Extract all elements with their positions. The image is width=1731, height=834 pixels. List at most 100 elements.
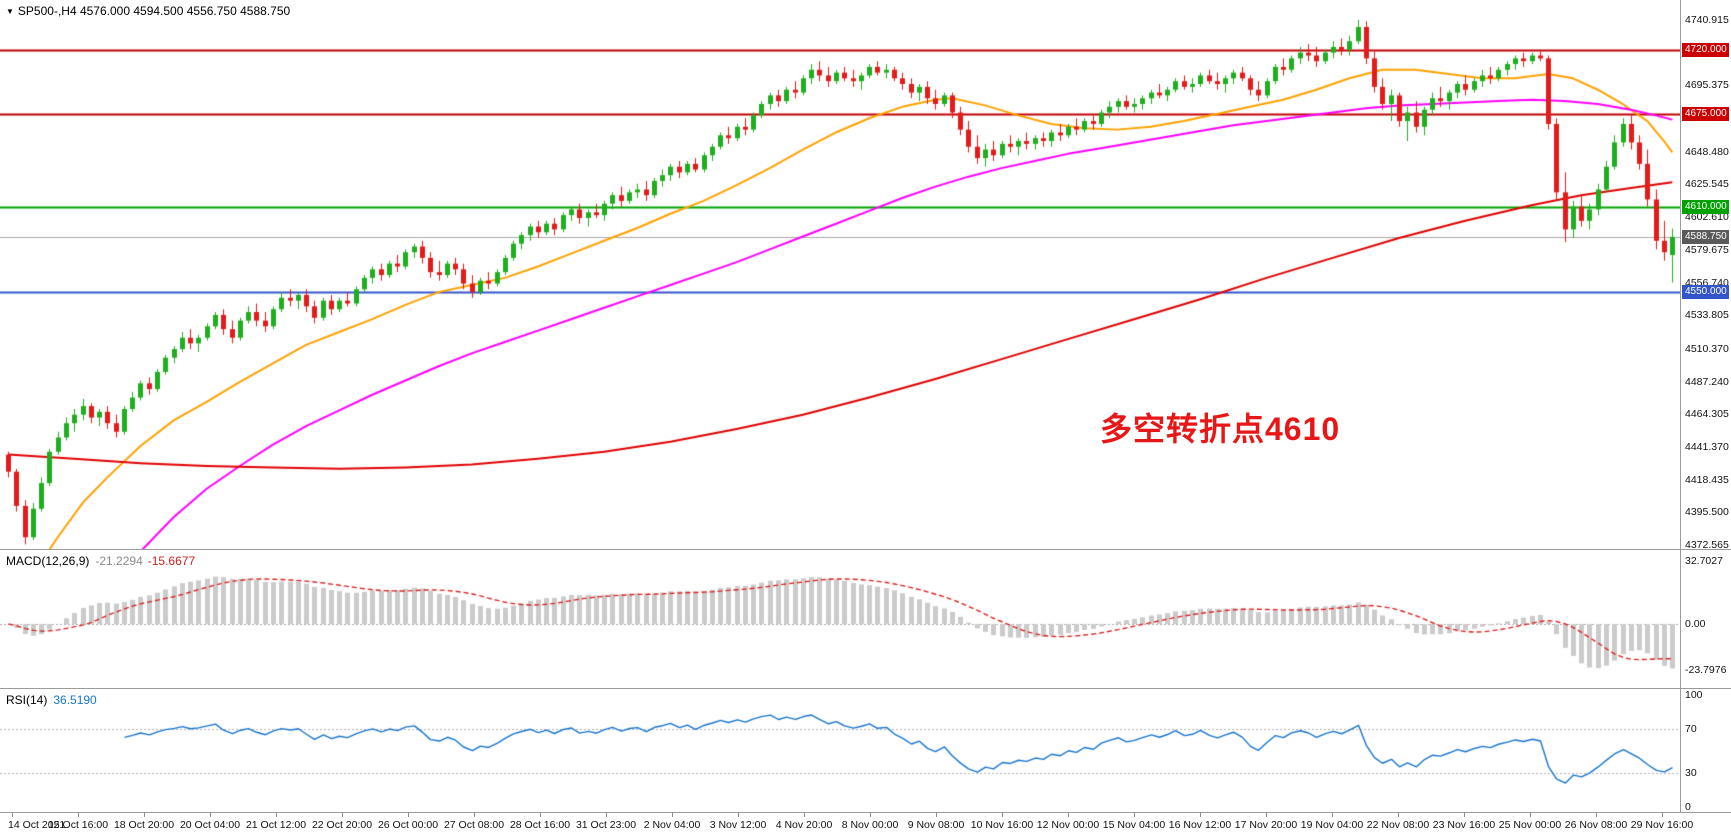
time-axis-label: 19 Nov 04:00 [1300,819,1364,831]
time-axis-label: 3 Nov 12:00 [709,819,767,831]
price-axis-label: 4695.375 [1685,78,1729,91]
time-axis-tick [1530,813,1531,817]
time-axis-tick [1002,813,1003,817]
price-tag-4588.750: 4588.750 [1682,229,1729,244]
macd-axis-label: 32.7027 [1685,554,1723,567]
chart-title: ▼ SP500-,H4 4576.000 4594.500 4556.750 45… [6,4,290,18]
time-axis-label: 14 Oct 2021 [8,819,66,831]
price-axis-label: 4395.500 [1685,506,1729,519]
time-axis-tick [540,813,541,817]
main-chart-panel: ▼ SP500-,H4 4576.000 4594.500 4556.750 45… [0,0,1731,551]
price-axis-label: 4579.675 [1685,243,1729,256]
macd-axis-label: -23.7976 [1685,664,1727,677]
time-axis-tick [936,813,937,817]
time-axis-label: 21 Oct 12:00 [245,819,307,831]
time-axis-label: 31 Oct 23:00 [575,819,637,831]
time-axis-tick [606,813,607,817]
price-axis-label: 4372.565 [1685,539,1729,551]
time-axis-tick [1134,813,1135,817]
price-axis-label: 4533.805 [1685,309,1729,322]
time-axis-tick [870,813,871,817]
time-axis-label: 16 Nov 12:00 [1168,819,1232,831]
price-axis-label: 4625.545 [1685,178,1729,191]
price-axis[interactable]: 4740.9154695.3754672.1104648.4804625.545… [1680,0,1731,551]
time-axis-label: 23 Nov 16:00 [1432,819,1496,831]
price-axis-label: 4418.435 [1685,473,1729,486]
macd-canvas[interactable] [0,550,1680,688]
time-axis-label: 28 Oct 16:00 [509,819,571,831]
macd-main-value: -21.2294 [95,554,143,568]
price-axis-label: 4602.610 [1685,211,1729,224]
macd-axis-label: 0.00 [1685,618,1706,630]
price-tag-4550.000: 4550.000 [1682,285,1729,300]
price-tag-4720.000: 4720.000 [1682,42,1729,57]
price-axis-label: 4740.915 [1685,14,1729,26]
price-tag-4610.000: 4610.000 [1682,199,1729,214]
price-axis-label: 4487.240 [1685,375,1729,388]
time-axis-tick [276,813,277,817]
time-axis-tick [1596,813,1597,817]
time-axis-label: 25 Nov 00:00 [1498,819,1562,831]
macd-axis[interactable]: 32.7027 0.00 -23.7976 [1680,550,1731,688]
time-axis-label: 12 Nov 00:00 [1036,819,1100,831]
macd-signal-value: -15.6677 [147,554,196,568]
price-axis-label: 4464.305 [1685,408,1729,421]
price-axis-label: 4441.370 [1685,440,1729,453]
rsi-axis-label: 100 [1685,689,1703,701]
symbol-icon: ▼ [6,7,14,16]
rsi-axis-label: 70 [1685,722,1697,735]
time-axis-tick [78,813,79,817]
macd-name: MACD(12,26,9) [6,554,90,568]
time-axis-tick [1068,813,1069,817]
chart-title-text: SP500-,H4 4576.000 4594.500 4556.750 458… [17,4,291,18]
rsi-label: RSI(14) 36.5190 [6,693,97,707]
rsi-axis-label: 30 [1685,767,1697,780]
time-axis-label: 9 Nov 08:00 [907,819,965,831]
time-axis-tick [342,813,343,817]
time-axis-label: 22 Nov 08:00 [1366,819,1430,831]
time-axis-label: 10 Nov 16:00 [970,819,1034,831]
time-axis-label: 2 Nov 04:00 [643,819,701,831]
time-axis-tick [408,813,409,817]
time-axis-tick [738,813,739,817]
time-axis-label: 27 Oct 08:00 [443,819,505,831]
time-axis-label: 15 Oct 16:00 [47,819,109,831]
turning-point-annotation: 多空转折点4610 [1100,411,1341,447]
time-axis-tick [1266,813,1267,817]
macd-label: MACD(12,26,9) -21.2294 -15.6677 [6,554,195,568]
time-axis-tick [474,813,475,817]
time-axis-label: 26 Oct 00:00 [377,819,439,831]
time-axis-label: 26 Nov 08:00 [1564,819,1628,831]
time-axis-tick [144,813,145,817]
time-axis-label: 29 Nov 16:00 [1630,819,1694,831]
time-axis-tick [1332,813,1333,817]
time-axis-tick [1464,813,1465,817]
time-axis-label: 22 Oct 20:00 [311,819,373,831]
time-axis-tick [12,813,13,817]
time-axis-label: 15 Nov 04:00 [1102,819,1166,831]
rsi-axis-label: 0 [1685,801,1691,813]
time-axis-label: 18 Oct 20:00 [113,819,175,831]
rsi-value: 36.5190 [53,693,97,707]
price-chart-canvas[interactable] [0,0,1680,549]
time-axis-tick [1398,813,1399,817]
rsi-canvas[interactable] [0,689,1680,812]
time-axis-tick [1200,813,1201,817]
time-axis-label: 20 Oct 04:00 [179,819,241,831]
rsi-axis[interactable]: 100 70 30 0 [1680,689,1731,813]
time-axis-label: 8 Nov 00:00 [841,819,899,831]
time-axis-label: 4 Nov 20:00 [775,819,833,831]
rsi-panel: RSI(14) 36.5190 100 70 30 0 [0,689,1731,813]
rsi-name: RSI(14) [6,693,48,707]
time-axis-tick [1662,813,1663,817]
price-axis-label: 4648.480 [1685,145,1729,158]
macd-panel: MACD(12,26,9) -21.2294 -15.6677 32.7027 0.0… [0,550,1731,689]
price-axis-label: 4510.370 [1685,342,1729,355]
time-axis[interactable]: 14 Oct 2021 15 Oct 16:00 18 Oct 20:00 20 Oc… [0,813,1731,834]
time-axis-tick [804,813,805,817]
time-axis-label: 17 Nov 20:00 [1234,819,1298,831]
time-axis-tick [672,813,673,817]
price-tag-4675.000: 4675.000 [1682,106,1729,121]
time-axis-tick [210,813,211,817]
